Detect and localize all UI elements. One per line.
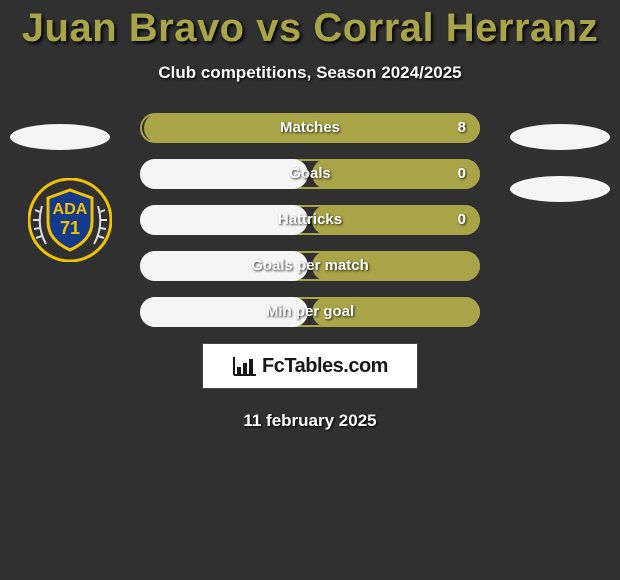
stat-label: Goals <box>142 161 478 187</box>
stat-row: Hattricks0 <box>140 205 480 235</box>
page-title: Juan Bravo vs Corral Herranz <box>0 0 620 51</box>
stat-label: Matches <box>142 115 478 141</box>
stat-value-right: 0 <box>458 207 466 233</box>
brand-badge: FcTables.com <box>202 343 418 389</box>
stat-row: Goals per match <box>140 251 480 281</box>
bar-chart-icon <box>232 355 258 377</box>
stat-value-right: 8 <box>458 115 466 141</box>
stat-label: Min per goal <box>142 299 478 325</box>
stat-row: Goals0 <box>140 159 480 189</box>
stat-row: Min per goal <box>140 297 480 327</box>
stat-row: Matches8 <box>140 113 480 143</box>
stat-value-right: 0 <box>458 161 466 187</box>
player-marker-right <box>510 176 610 202</box>
subtitle: Club competitions, Season 2024/2025 <box>0 63 620 83</box>
club-logo-left: ADA 71 <box>28 178 112 262</box>
player-marker-right <box>510 124 610 150</box>
svg-text:ADA: ADA <box>53 201 88 218</box>
player-marker-left <box>10 124 110 150</box>
stats-table: Matches8Goals0Hattricks0Goals per matchM… <box>140 113 480 327</box>
svg-text:71: 71 <box>60 218 80 238</box>
brand-text: FcTables.com <box>262 355 388 378</box>
stat-label: Hattricks <box>142 207 478 233</box>
date-label: 11 february 2025 <box>0 411 620 431</box>
stat-label: Goals per match <box>142 253 478 279</box>
